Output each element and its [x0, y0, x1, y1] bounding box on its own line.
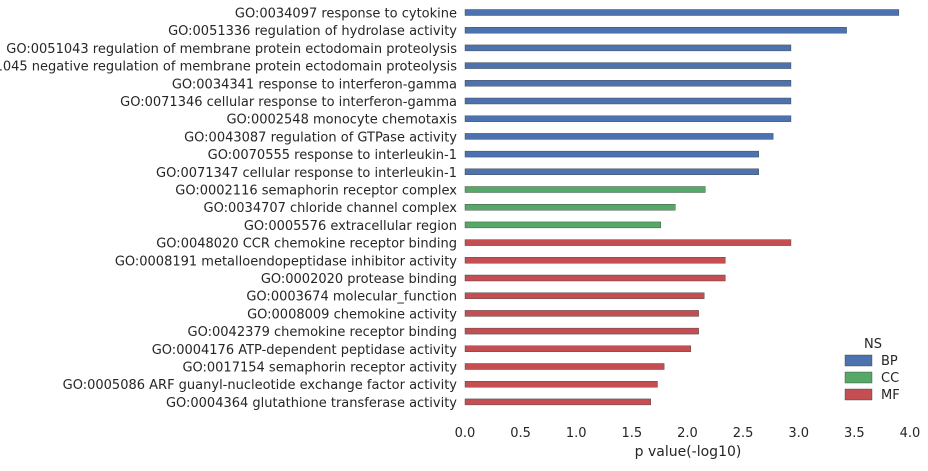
x-tick-labels: 0.0 0.5 1.0 1.5 2.0 2.5 3.0 3.5 4.0 [455, 426, 921, 441]
bar-bp [464, 44, 792, 52]
bar-mf [464, 345, 692, 352]
y-tick-label: GO:0004364 glutathione transferase activ… [166, 396, 457, 411]
legend-swatch-mf [844, 388, 873, 401]
bar-bp [464, 133, 774, 140]
y-tick-label: GO:0034097 response to cytokine [235, 7, 457, 22]
x-tick-label: 3.5 [844, 426, 865, 441]
legend-swatch-bp [844, 354, 873, 367]
bar-bp [464, 115, 792, 122]
y-tick-label: GO:0070555 response to interleukin-1 [208, 148, 457, 163]
legend-title: NS [864, 337, 882, 352]
bar-mf [464, 363, 665, 370]
bar-bp [464, 97, 792, 105]
legend-label: MF [881, 388, 900, 403]
bar-mf [464, 381, 658, 388]
y-tick-label: GO:0043087 regulation of GTPase activity [184, 130, 457, 145]
bar-mf [464, 274, 726, 282]
bar-bp [464, 27, 847, 34]
y-tick-label: GO:0071346 cellular response to interfer… [120, 95, 457, 110]
x-axis-label: p value(-log10) [635, 444, 742, 460]
y-tick-label: GO:0034707 chloride channel complex [204, 201, 458, 216]
x-tick-label: 0.0 [455, 426, 476, 441]
bar-mf [464, 239, 792, 246]
x-tick-label: 0.5 [510, 426, 531, 441]
x-tick-label: 2.0 [677, 426, 698, 441]
y-tick-label: GO:0005086 ARF guanyl-nucleotide exchang… [63, 378, 458, 393]
bar-bp [464, 62, 792, 69]
x-tick-label: 3.0 [788, 426, 809, 441]
y-tick-label: GO:0042379 chemokine receptor binding [188, 325, 457, 340]
y-tick-label: GO:0003674 molecular_function [246, 290, 457, 305]
x-tick-label: 4.0 [900, 426, 921, 441]
y-tick-label: GO:0051043 regulation of membrane protei… [6, 42, 457, 57]
x-tick-label: 1.0 [566, 426, 587, 441]
bar-cc [464, 221, 662, 229]
y-tick-label: GO:0008191 metalloendopeptidase inhibito… [115, 254, 457, 269]
bar-mf [464, 327, 699, 335]
bar-bp [464, 80, 792, 87]
bar-mf [464, 310, 699, 317]
y-tick-label: GO:0002548 monocyte chemotaxis [226, 113, 457, 128]
legend: NS BP CC MF [844, 337, 900, 403]
y-tick-label: GO:0051336 regulation of hydrolase activ… [168, 24, 457, 39]
legend-label: BP [881, 354, 898, 369]
bars-layer [464, 9, 900, 406]
y-tick-label: GO:0002020 protease binding [261, 272, 457, 287]
bar-mf [464, 292, 705, 299]
bar-mf [464, 398, 651, 406]
y-tick-label: GO:0034341 response to interferon-gamma [172, 77, 457, 92]
x-tick-label: 1.5 [622, 426, 643, 441]
x-tick-label: 2.5 [733, 426, 754, 441]
bar-bp [464, 168, 759, 176]
y-tick-label: GO:0017154 semaphorin receptor activity [182, 361, 457, 376]
y-tick-label: GO:0051045 negative regulation of membra… [0, 60, 457, 75]
y-tick-labels: GO:0034097 response to cytokine GO:005133… [0, 7, 457, 411]
y-tick-label: GO:0002116 semaphorin receptor complex [175, 184, 457, 199]
bar-cc [464, 186, 706, 193]
bar-bp [464, 9, 900, 16]
y-tick-label: GO:0048020 CCR chemokine receptor bindin… [156, 237, 457, 252]
legend-swatch-cc [844, 371, 873, 384]
bar-cc [464, 203, 676, 211]
y-tick-label: GO:0071347 cellular response to interleu… [156, 166, 457, 181]
y-tick-label: GO:0005576 extracellular region [244, 219, 457, 234]
bar-mf [464, 257, 726, 264]
legend-label: CC [881, 371, 899, 386]
y-tick-label: GO:0004176 ATP-dependent peptidase activ… [152, 343, 458, 358]
y-tick-label: GO:0008009 chemokine activity [247, 307, 457, 322]
bar-bp [464, 150, 759, 158]
